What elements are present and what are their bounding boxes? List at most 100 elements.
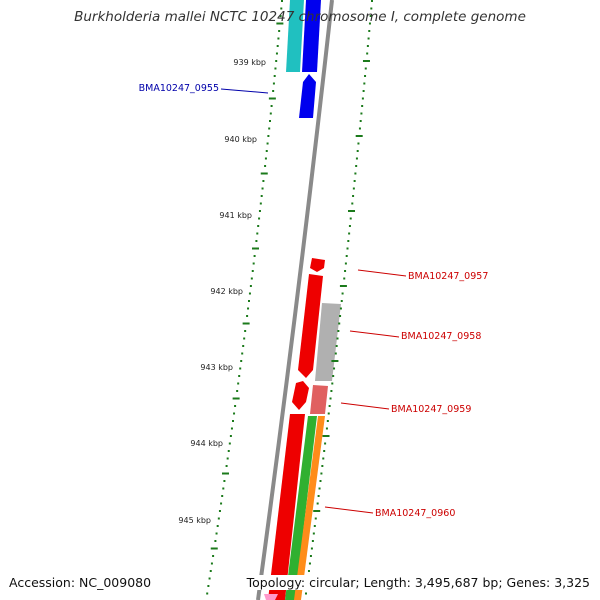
minor-tick	[323, 450, 326, 452]
leader-line-0958	[349, 330, 400, 338]
minor-tick	[334, 352, 337, 355]
minor-tick	[352, 195, 355, 197]
gene-bma10247-0959-feature[interactable]	[310, 385, 328, 414]
minor-tick	[251, 270, 254, 272]
minor-tick	[278, 30, 281, 32]
gene-bma10247-0955-feature[interactable]	[299, 74, 316, 118]
minor-tick	[310, 547, 313, 550]
minor-tick	[232, 420, 234, 422]
minor-tick	[328, 405, 331, 407]
minor-tick	[241, 352, 244, 355]
gene-blue-feature-upper[interactable]	[302, 0, 321, 72]
minor-tick	[352, 187, 355, 190]
minor-tick	[277, 37, 280, 40]
minor-tick	[273, 75, 276, 77]
minor-tick	[312, 532, 315, 535]
minor-tick	[242, 345, 245, 347]
minor-tick	[362, 90, 365, 92]
minor-tick	[262, 180, 265, 182]
minor-tick	[355, 157, 358, 160]
minor-tick	[281, 0, 283, 2]
minor-tick	[259, 202, 262, 205]
minor-tick	[256, 232, 259, 235]
major-tick	[355, 135, 363, 137]
chromosome-backbone	[256, 0, 334, 600]
minor-tick	[258, 210, 261, 212]
minor-tick	[322, 457, 325, 460]
topology-text: Topology: circular; Length: 3,495,687 bp…	[242, 575, 590, 590]
gene-red-long-feature[interactable]	[268, 414, 305, 600]
minor-tick	[214, 540, 217, 542]
minor-tick	[218, 510, 221, 512]
gene-bma10247-0958-feature[interactable]	[315, 303, 341, 381]
gene-pink-bottom-feature[interactable]	[264, 594, 278, 600]
minor-tick	[279, 15, 282, 17]
minor-tick	[265, 150, 268, 152]
scale-label-942: 942 kbp	[210, 287, 243, 296]
minor-tick	[266, 142, 269, 145]
minor-tick	[355, 165, 358, 167]
minor-tick	[253, 255, 256, 257]
minor-tick	[359, 120, 362, 122]
gene-red-arrow-feature[interactable]	[292, 381, 309, 410]
minor-tick	[269, 120, 271, 122]
minor-tick	[249, 285, 252, 287]
minor-tick	[209, 570, 212, 572]
minor-tick	[309, 555, 312, 557]
major-tick	[348, 210, 356, 212]
minor-tick	[217, 517, 220, 520]
minor-tick	[274, 67, 277, 70]
minor-tick	[276, 45, 279, 47]
minor-tick	[316, 502, 319, 505]
minor-tick	[345, 255, 348, 257]
minor-tick	[351, 202, 354, 205]
accession-text: Accession: NC_009080	[9, 575, 152, 590]
scale-label-943: 943 kbp	[200, 363, 233, 372]
gene-bma10247-0957-feature[interactable]	[298, 274, 323, 378]
minor-tick	[307, 570, 310, 572]
minor-tick	[227, 450, 230, 452]
minor-tick	[308, 562, 311, 565]
major-tick	[339, 285, 347, 287]
minor-tick	[206, 592, 209, 595]
minor-tick	[275, 60, 278, 62]
minor-tick	[269, 112, 272, 115]
major-tick	[221, 472, 229, 475]
minor-tick	[234, 405, 237, 407]
gene-label-bma10247-0958[interactable]: BMA10247_0958	[401, 331, 481, 342]
minor-tick	[270, 105, 273, 107]
minor-tick	[314, 517, 317, 520]
minor-tick	[230, 427, 233, 430]
gene-label-bma10247-0960[interactable]: BMA10247_0960	[375, 508, 455, 519]
gene-label-bma10247-0957[interactable]: BMA10247_0957	[408, 271, 488, 282]
minor-tick	[229, 435, 232, 437]
gene-cyan-feature[interactable]	[286, 0, 304, 72]
minor-tick	[264, 165, 267, 167]
minor-tick	[215, 532, 218, 535]
minor-tick	[207, 585, 210, 587]
map-title: Burkholderia mallei NCTC 10247 chromosom…	[74, 9, 526, 25]
minor-tick	[363, 82, 366, 85]
minor-tick	[338, 322, 341, 325]
gene-red-small-feature[interactable]	[310, 258, 325, 272]
gene-label-bma10247-0959[interactable]: BMA10247_0959	[391, 404, 471, 415]
minor-tick	[371, 0, 373, 2]
major-tick	[232, 397, 240, 400]
minor-tick	[332, 375, 335, 377]
minor-tick	[238, 375, 241, 377]
minor-tick	[258, 217, 261, 220]
minor-tick	[311, 540, 314, 542]
major-tick	[260, 172, 268, 175]
minor-tick	[327, 412, 330, 415]
minor-tick	[244, 330, 247, 332]
minor-tick	[369, 15, 372, 17]
minor-tick	[353, 180, 356, 182]
gene-label-bma10247-0955[interactable]: BMA10247_0955	[139, 83, 219, 94]
minor-tick	[255, 240, 258, 242]
gene-bma10247-0960-feature[interactable]	[294, 416, 325, 600]
minor-tick	[220, 502, 223, 505]
minor-tick	[356, 150, 359, 152]
minor-tick	[368, 22, 371, 25]
gene-green-feature[interactable]	[285, 416, 317, 600]
